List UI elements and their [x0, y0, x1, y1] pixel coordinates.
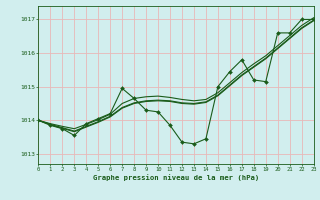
X-axis label: Graphe pression niveau de la mer (hPa): Graphe pression niveau de la mer (hPa)	[93, 174, 259, 181]
